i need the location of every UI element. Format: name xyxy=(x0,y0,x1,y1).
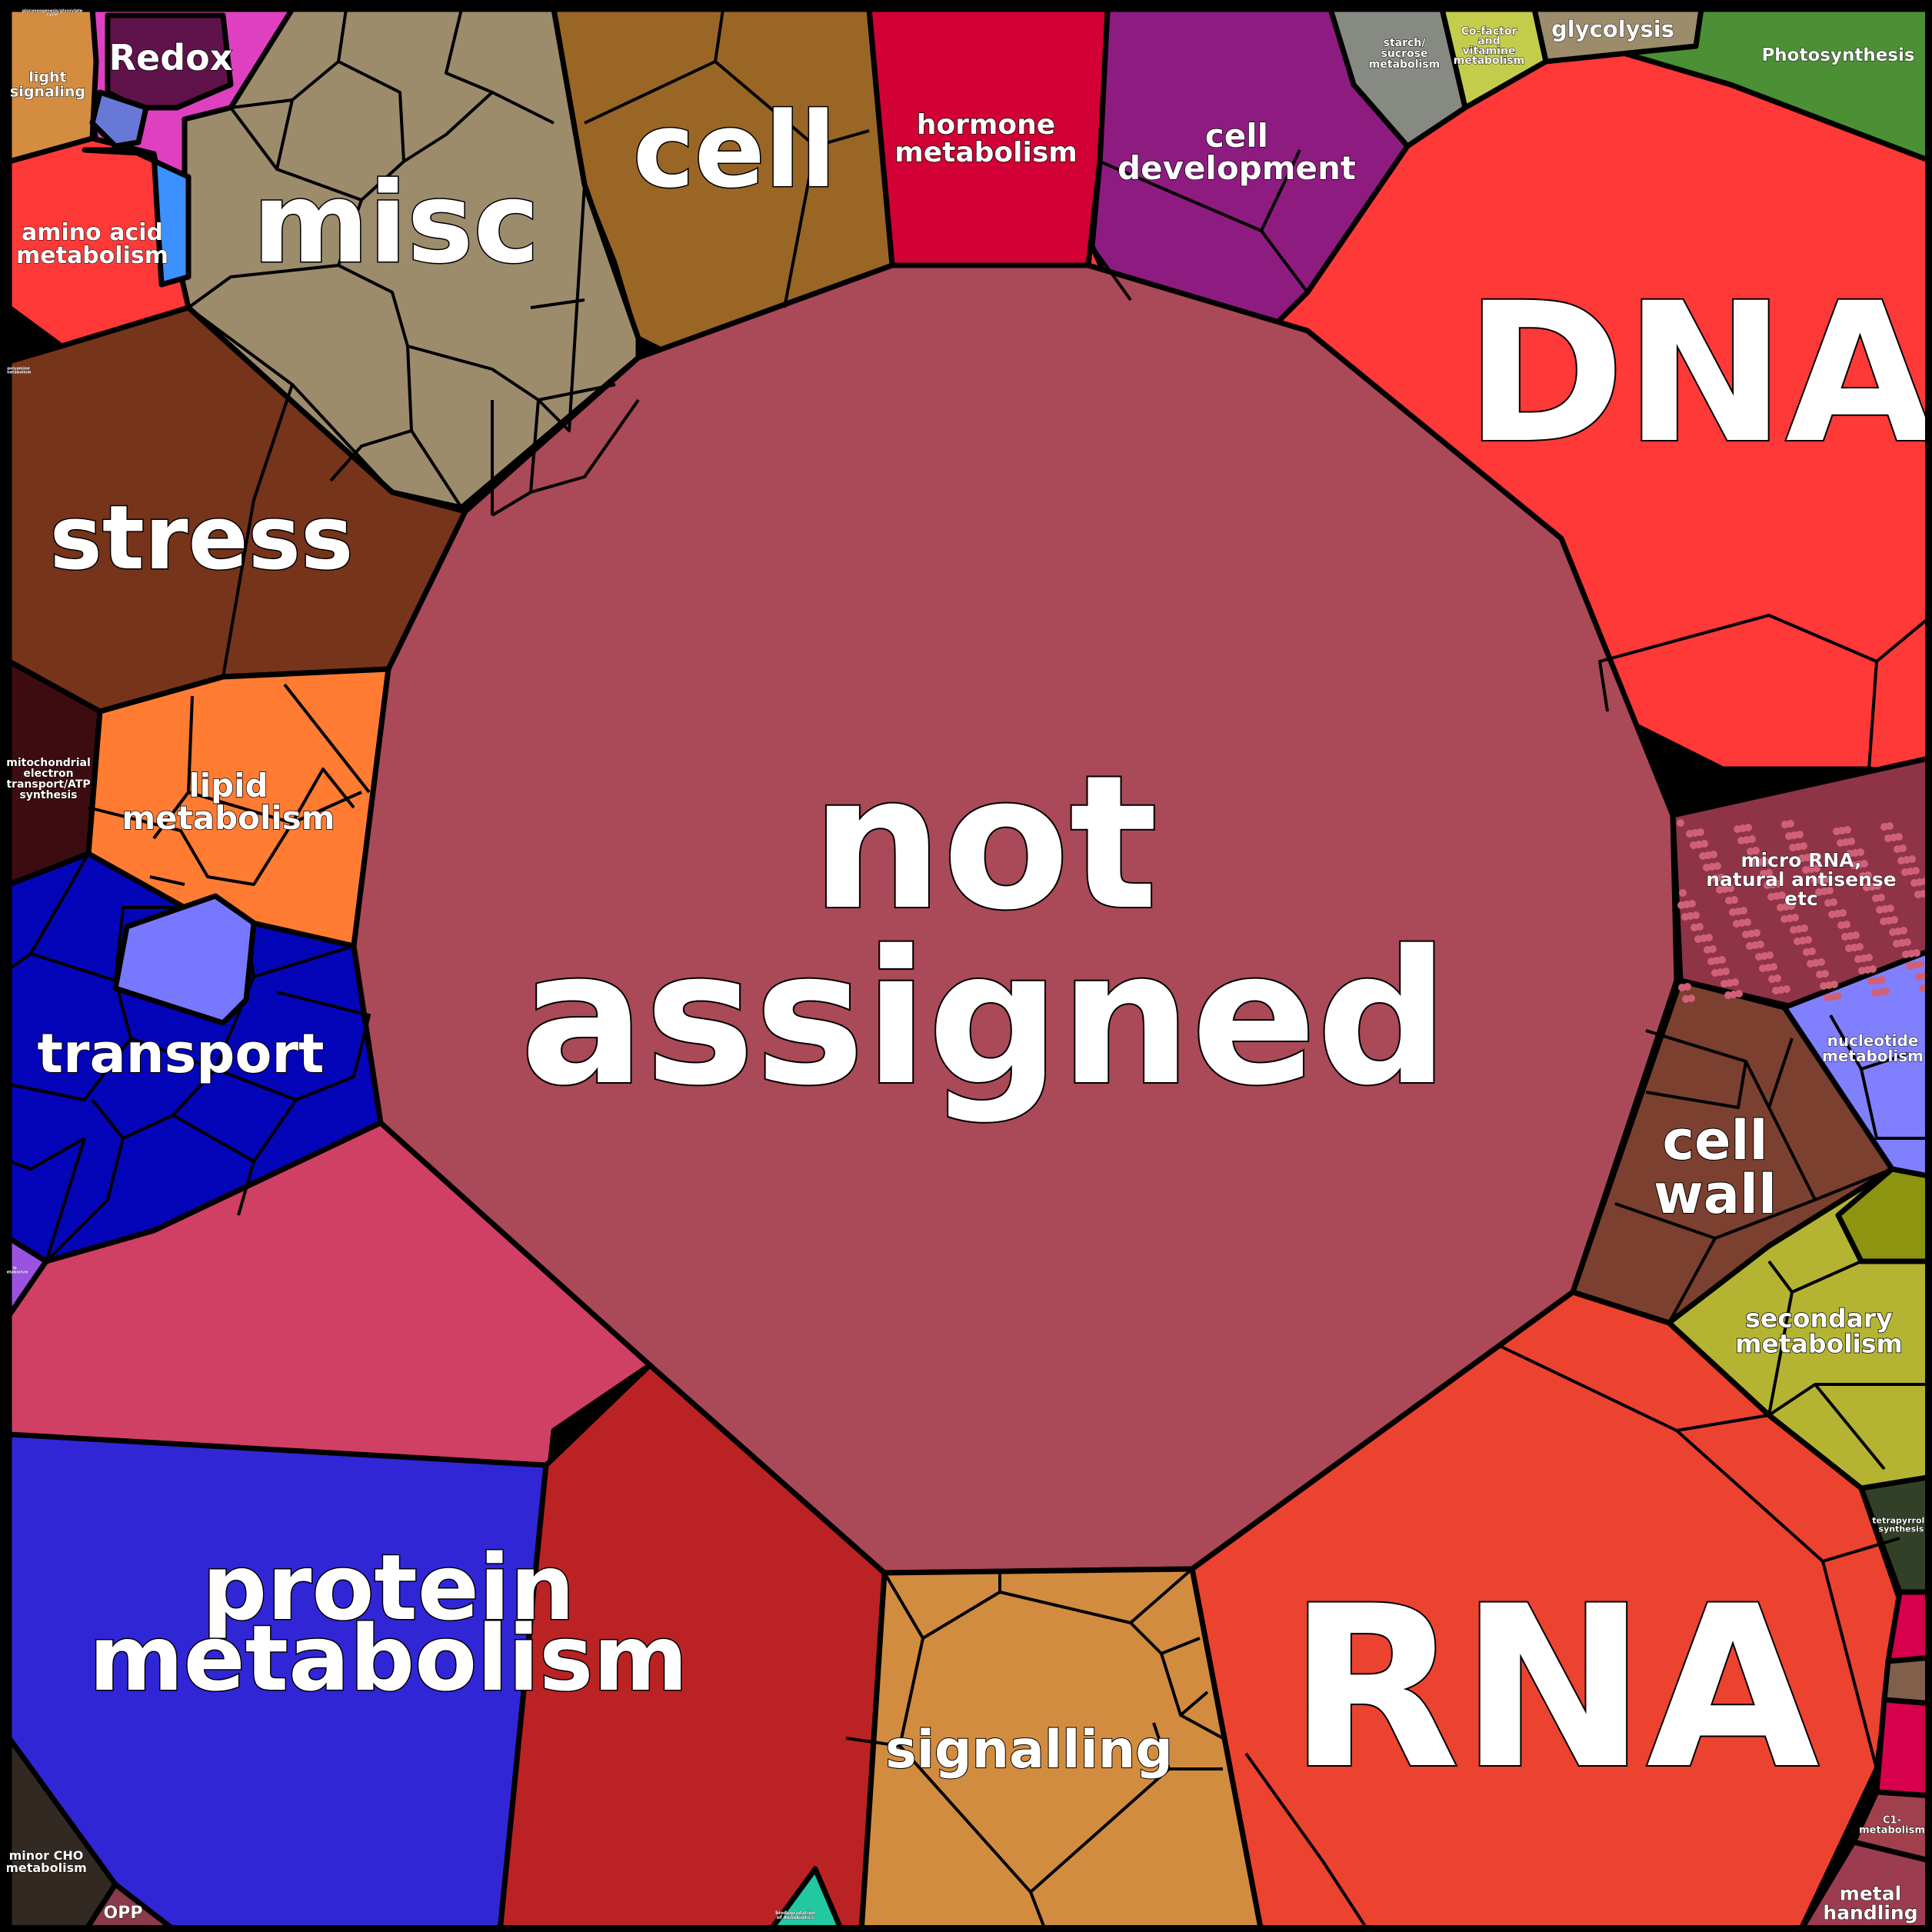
biodegradation-region[interactable] xyxy=(766,1866,845,1932)
light-signaling-label: light signaling xyxy=(10,69,85,101)
magenta-strip-region[interactable] xyxy=(1885,1589,1932,1664)
cofactor-label: Co-factor and vitamine metabolism xyxy=(1454,25,1524,67)
opp-region[interactable] xyxy=(82,1881,180,1932)
c1-label: C1-metabolism xyxy=(1859,1814,1925,1836)
tca-label: gluconeogenesis/glyoxylate cycle xyxy=(22,9,83,18)
secondary-subcells xyxy=(1767,1260,1932,1471)
micro-rna-label: micro RNA, natural antisense etc xyxy=(1706,849,1897,910)
biodegradation-label: biodegradation of Xenobiotics xyxy=(775,1910,815,1920)
transport-light-cell[interactable] xyxy=(112,893,257,1026)
transport-label: transport xyxy=(38,1022,325,1085)
tetrapyrrole-region[interactable] xyxy=(1858,1474,1932,1595)
cell-wall-label: cell wall xyxy=(1654,1109,1777,1226)
starch-label: starch/sucrose metabolism xyxy=(1369,37,1440,71)
cell-subcells xyxy=(584,8,870,308)
magenta-strip-2-region[interactable] xyxy=(1874,1697,1932,1799)
lipid-subcells xyxy=(88,683,371,886)
misc-label: misc xyxy=(252,158,539,288)
signalling-region[interactable] xyxy=(858,1566,1264,1932)
rna-subcells xyxy=(1244,1344,1900,1932)
cell-label: cell xyxy=(633,90,836,211)
stress-label: stress xyxy=(49,487,353,590)
stress-subcells xyxy=(187,306,394,678)
amino-acid-blue-cell[interactable] xyxy=(82,147,192,288)
transport-subcells xyxy=(8,853,371,1263)
nucleotide-subcells xyxy=(1829,1014,1932,1140)
dna-label: DNA xyxy=(1465,261,1932,485)
nucleotide-label: nucleotide metabolism xyxy=(1822,1031,1924,1065)
dna-subcells xyxy=(1598,614,1932,770)
tetrapyrrole-label: tetrapyrrole synthesis xyxy=(1872,1515,1930,1534)
opp-label: OPP xyxy=(104,1904,143,1923)
rna-label: RNA xyxy=(1288,1559,1821,1818)
polyamine-label: polyamine metabolism xyxy=(6,367,32,375)
not-assigned-label: not assigned xyxy=(520,735,1448,1126)
secondary-dark-cell[interactable] xyxy=(1835,1166,1932,1264)
redox-periwinkle-cell[interactable] xyxy=(89,89,149,149)
metal-label: metal handling xyxy=(1823,1882,1917,1924)
protein-label: protein metabolism xyxy=(89,1534,688,1711)
brown-strip-region[interactable] xyxy=(1881,1654,1932,1707)
cell-development-subcells xyxy=(1091,149,1309,301)
micro-rna-texture xyxy=(1677,819,1929,1003)
signalling-subcells xyxy=(845,1567,1224,1932)
misc-subcells xyxy=(187,8,640,517)
amino-acid-label: amino acid metabolism xyxy=(16,219,168,269)
light-signaling-region[interactable] xyxy=(6,6,99,165)
secondary-label: secondary metabolism xyxy=(1735,1303,1903,1358)
minor-cho-region[interactable] xyxy=(6,1735,118,1932)
redox-label: Redox xyxy=(109,37,233,78)
metal-region[interactable] xyxy=(1797,1839,1932,1932)
nitrogen-label: N-metabolism xyxy=(3,1267,28,1275)
protein-subcells xyxy=(8,1433,547,1467)
cell-development-label: cell development xyxy=(1118,117,1356,187)
signalling-label: signalling xyxy=(885,1720,1173,1780)
minor-cho-label: minor CHO metabolism xyxy=(5,1848,87,1875)
hormone-label: hormone metabolism xyxy=(894,109,1078,168)
glycolysis-label: glycolysis xyxy=(1551,16,1674,42)
mitochondrial-label: mitochondrial electron transport/ATP synthe… xyxy=(6,757,91,801)
c1-region[interactable] xyxy=(1850,1789,1932,1864)
photosynthesis-label: Photosynthesis xyxy=(1761,45,1914,65)
lipid-label: lipid metabolism xyxy=(122,767,335,837)
cell-wall-subcells xyxy=(1614,1029,1893,1324)
